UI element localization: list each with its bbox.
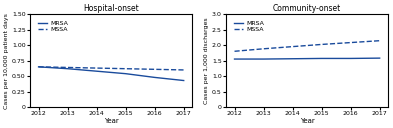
MSSA	[377, 40, 382, 41]
MRSA	[65, 68, 70, 70]
MRSA	[123, 73, 128, 74]
MSSA	[123, 68, 128, 70]
Line: MRSA: MRSA	[235, 58, 380, 59]
Y-axis label: Cases per 10,000 patient days: Cases per 10,000 patient days	[4, 13, 9, 109]
MRSA	[181, 80, 186, 81]
MRSA	[36, 66, 41, 68]
MRSA	[94, 70, 99, 72]
Y-axis label: Cases per 1,000 discharges: Cases per 1,000 discharges	[204, 17, 209, 104]
Line: MRSA: MRSA	[39, 67, 184, 81]
MRSA	[261, 58, 266, 60]
MSSA	[152, 69, 157, 70]
Legend: MRSA, MSSA: MRSA, MSSA	[232, 19, 266, 34]
MRSA	[319, 58, 324, 59]
MSSA	[94, 67, 99, 69]
MRSA	[290, 58, 295, 60]
MRSA	[152, 77, 157, 78]
MSSA	[290, 46, 295, 47]
Legend: MRSA, MSSA: MRSA, MSSA	[36, 19, 70, 34]
MSSA	[261, 48, 266, 50]
X-axis label: Year: Year	[300, 118, 314, 124]
MRSA	[232, 58, 237, 60]
MRSA	[377, 57, 382, 59]
Line: MSSA: MSSA	[39, 67, 184, 70]
X-axis label: Year: Year	[104, 118, 119, 124]
MSSA	[348, 42, 353, 43]
MRSA	[348, 58, 353, 59]
MSSA	[232, 51, 237, 52]
MSSA	[65, 67, 70, 68]
MSSA	[181, 69, 186, 71]
MSSA	[36, 66, 41, 68]
Title: Hospital-onset: Hospital-onset	[83, 4, 139, 13]
Title: Community-onset: Community-onset	[273, 4, 341, 13]
Line: MSSA: MSSA	[235, 41, 380, 51]
MSSA	[319, 44, 324, 45]
